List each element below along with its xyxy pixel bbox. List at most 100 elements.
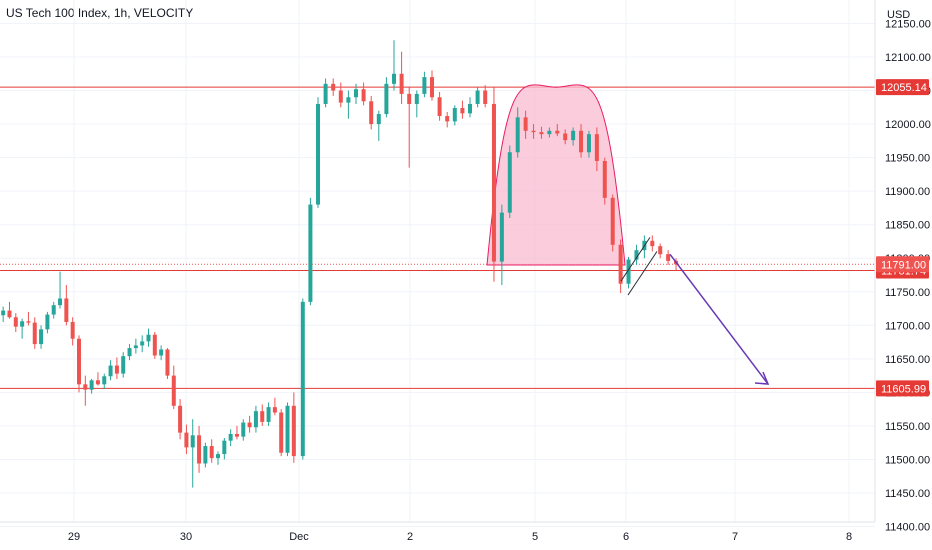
candle-body	[323, 83, 328, 104]
candle-body	[531, 130, 536, 133]
candle-body	[594, 134, 599, 161]
forecast-arrow-head	[754, 371, 770, 385]
price-axis-tick-label: 11450.00	[885, 488, 930, 500]
candle-body	[184, 432, 189, 448]
candle-body	[64, 298, 69, 322]
level-price-tag-bg	[876, 380, 929, 397]
candle-body	[108, 365, 113, 377]
candle-body	[291, 405, 296, 457]
price-axis-tick-label: 11750.00	[885, 287, 930, 299]
candle-body	[127, 348, 132, 357]
candle-body	[308, 204, 313, 302]
candle-body	[165, 349, 170, 376]
time-axis-tick-label: 8	[846, 531, 852, 543]
price-axis-tick-label: 11550.00	[885, 421, 930, 433]
candle-body	[140, 341, 145, 346]
chart-title: US Tech 100 Index, 1h, VELOCITY	[6, 6, 194, 20]
candle-body	[300, 301, 305, 457]
candle-body	[407, 93, 412, 104]
candle-body	[610, 197, 615, 245]
candle-body	[32, 322, 37, 345]
price-axis-tick-label: 11900.00	[885, 186, 930, 198]
price-axis-tick-label: 11700.00	[885, 320, 930, 332]
candle-body	[197, 435, 202, 464]
candle-body	[452, 107, 457, 122]
candle-body	[45, 314, 50, 330]
candle-body	[361, 89, 366, 102]
candle-body	[626, 259, 631, 284]
candle-body	[563, 133, 568, 141]
candle-body	[399, 73, 404, 94]
candle-body	[523, 117, 528, 131]
candle-body	[602, 160, 607, 198]
time-axis[interactable]: 29 30 Dec 2 5 6 7 8	[0, 521, 875, 543]
candle-body	[70, 321, 75, 339]
price-axis-unit-label: USD	[887, 9, 910, 21]
candle-body	[555, 130, 560, 134]
candles	[1, 40, 679, 488]
price-axis-tick-label: 11400.00	[885, 522, 930, 534]
candle-body	[260, 411, 265, 422]
candle-body	[460, 107, 465, 114]
candle-body	[247, 422, 252, 428]
price-axis-tick-label: 11500.00	[885, 454, 930, 466]
candle-body	[178, 405, 183, 433]
candle-body	[437, 97, 442, 117]
candle-body	[253, 411, 258, 428]
channel-line-lower	[627, 251, 658, 296]
candle-body	[102, 376, 107, 385]
candle-body	[392, 73, 396, 84]
candle-body	[76, 338, 81, 385]
channel-line-upper	[620, 237, 651, 282]
candle-body	[376, 114, 381, 125]
candle-body	[445, 116, 450, 122]
candle-body	[272, 407, 277, 413]
time-axis-tick-label: 5	[532, 531, 538, 543]
candle-body	[285, 405, 290, 453]
current-price-tag-bg	[876, 256, 929, 273]
candle-body	[515, 117, 520, 153]
time-axis-tick-label: 2	[407, 531, 413, 543]
candle-body	[58, 298, 63, 306]
candle-body	[266, 407, 271, 422]
candle-body	[571, 130, 576, 141]
candle-body	[634, 250, 639, 260]
candle-body	[114, 365, 119, 374]
candle-body	[171, 375, 176, 406]
candle-body	[491, 103, 496, 262]
candle-body	[468, 103, 472, 114]
candle-body	[354, 89, 358, 98]
candle-body	[499, 212, 504, 262]
level-price-tag-bg	[876, 79, 929, 96]
price-axis-tick-label: 12000.00	[885, 119, 931, 131]
candle-body	[234, 433, 239, 437]
candle-body	[209, 446, 214, 459]
current-price-tag: 11791.00	[881, 259, 926, 271]
candle-body	[1, 310, 6, 316]
candle-body	[618, 244, 623, 284]
candle-body	[650, 240, 655, 247]
candle-body	[95, 380, 100, 385]
candle-body	[430, 77, 434, 98]
candle-body	[316, 103, 320, 205]
candle-body	[384, 83, 389, 115]
rounded-top-shape	[486, 84, 626, 266]
candle-body	[579, 130, 584, 153]
candle-body	[216, 454, 221, 459]
forecast-arrow-line	[669, 253, 769, 385]
candle-body	[146, 334, 151, 342]
time-axis-tick-label: 7	[732, 531, 738, 543]
candle-body	[331, 83, 336, 91]
candle-body	[414, 93, 419, 104]
candle-body	[13, 317, 18, 327]
candle-body	[422, 77, 427, 94]
time-axis-tick-label: 30	[180, 531, 192, 543]
time-axis-tick-label: Dec	[289, 531, 309, 543]
grid	[0, 0, 875, 528]
candle-body	[241, 422, 246, 437]
price-axis-tick-label: 12100.00	[885, 52, 931, 64]
candle-body	[133, 345, 138, 349]
price-axis[interactable]: USD12150.0012100.0012050.0012000.0011950…	[874, 0, 931, 534]
level-price-tag: 11605.99	[881, 383, 926, 395]
